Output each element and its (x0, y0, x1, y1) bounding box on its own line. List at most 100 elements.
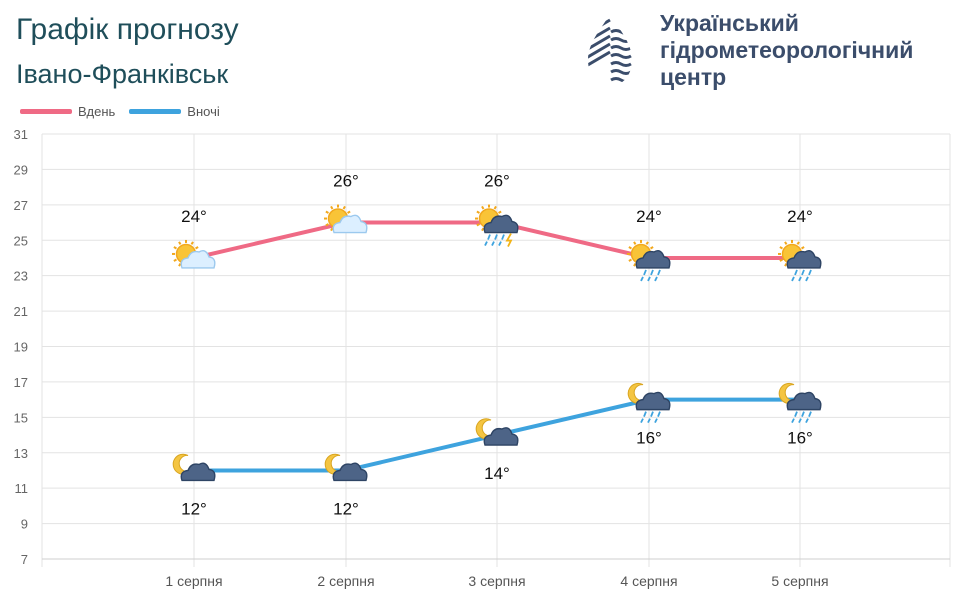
sun-cloud-icon (172, 239, 216, 269)
moon-cloud-icon (475, 418, 519, 446)
sun-ray (779, 246, 783, 250)
rain-drop (494, 234, 498, 240)
sun-ray (190, 241, 194, 245)
page-title: Графік прогнозу (16, 13, 239, 46)
moon-cloud-rain-icon (627, 382, 671, 424)
legend-swatch-night (129, 109, 182, 114)
x-tick-label: 1 серпня (165, 573, 222, 589)
axis-labels: 7 9 11 13 15 17 19 21 23 25 27 29 31 1 серпня 2 серпня… (14, 127, 829, 589)
moon-cloud-icon (324, 453, 368, 482)
rain-drop (657, 269, 661, 276)
logo-text-line3: центр (660, 64, 727, 90)
night-temp-label: 12° (181, 499, 207, 518)
cloud-shape (180, 462, 216, 482)
rain-drop (798, 418, 802, 424)
rain-drop (501, 234, 505, 240)
sun-ray (650, 246, 654, 250)
rain-drop (808, 411, 812, 417)
moon-cloud-icon (172, 453, 216, 482)
sun-ray (481, 205, 485, 210)
sun-ray (498, 210, 502, 214)
x-tick-label: 4 серпня (620, 573, 677, 589)
sun-ray (645, 241, 649, 245)
night-temp-label: 12° (333, 499, 359, 518)
sun-ray (195, 246, 199, 250)
rain-drop (640, 276, 644, 282)
logo-text: Український гідрометеорологічний центр (660, 10, 913, 91)
sun-ray (784, 262, 788, 267)
data-labels: 24° 26° 26° 24° 24° 12° 12° 14° 16° 16° (181, 172, 813, 519)
rain-drop (798, 276, 802, 282)
rain-drop (657, 411, 661, 417)
rain-drop (650, 411, 654, 417)
sun-ray (779, 258, 783, 262)
sun-ray (633, 262, 637, 267)
cloud-shape (786, 391, 822, 411)
sun-ray (481, 227, 485, 232)
rain-drop (805, 276, 809, 282)
rain-drop (794, 269, 798, 276)
sun-ray (476, 210, 480, 214)
sun-ray (633, 241, 637, 245)
weather-icons (172, 204, 822, 482)
rain-drop (643, 411, 647, 417)
cloud-shape (786, 250, 822, 269)
y-tick-label: 27 (14, 198, 28, 213)
legend-item-night[interactable]: Вночі (129, 104, 220, 119)
rain-drop (484, 241, 488, 246)
city-name: Івано-Франківськ (16, 59, 229, 89)
legend-swatch-day (20, 109, 72, 114)
sun-ray (330, 227, 334, 232)
rain-drop (491, 241, 495, 246)
sun-cloud-rain-icon (627, 239, 671, 282)
rain-drop (791, 418, 795, 424)
sun-ray (178, 262, 182, 267)
lightning-bolt (505, 233, 513, 247)
cloud-shape (483, 214, 519, 234)
sun-ray (178, 241, 182, 245)
sun-ray (784, 241, 788, 245)
sun-ray (173, 258, 177, 262)
day-temp-label: 24° (181, 207, 207, 226)
chart-legend: Вдень Вночі (20, 104, 234, 119)
day-temp-label: 24° (636, 207, 662, 226)
y-tick-label: 13 (14, 446, 28, 461)
legend-label-night: Вночі (187, 104, 220, 119)
y-tick-label: 17 (14, 375, 28, 390)
sun-ray (347, 210, 351, 214)
sun-ray (325, 210, 329, 214)
rain-drop (791, 276, 795, 282)
sun-ray (342, 205, 346, 210)
legend-item-day[interactable]: Вдень (20, 104, 115, 119)
day-temp-label: 26° (333, 172, 359, 191)
sun-ray (493, 205, 497, 210)
cloud-shape (332, 462, 368, 482)
night-temp-label: 16° (636, 429, 662, 448)
sun-ray (628, 258, 632, 262)
hydromet-logo: Український гідрометеорологічний центр (580, 10, 960, 95)
y-tick-label: 15 (14, 410, 28, 425)
y-tick-label: 9 (21, 517, 28, 532)
rain-drop (805, 418, 809, 424)
y-tick-label: 21 (14, 304, 28, 319)
rain-drop (640, 418, 644, 424)
y-tick-label: 25 (14, 233, 28, 248)
logo-text-line1: Український (660, 10, 799, 36)
sun-ray (628, 246, 632, 250)
rain-drop (654, 276, 658, 282)
day-temp-label: 26° (484, 172, 510, 191)
sun-ray (801, 246, 805, 250)
cloud-shape (483, 427, 519, 446)
moon-cloud-rain-icon (778, 382, 822, 424)
sun-ray (796, 241, 800, 245)
cloud-shape (635, 250, 671, 269)
sun-ray (476, 223, 480, 227)
cloud-shape (180, 250, 216, 269)
y-tick-label: 23 (14, 269, 28, 284)
y-tick-label: 31 (14, 127, 28, 142)
rain-drop (647, 276, 651, 282)
y-tick-label: 11 (15, 481, 29, 496)
legend-label-day: Вдень (78, 104, 116, 119)
rain-drop (808, 269, 812, 276)
